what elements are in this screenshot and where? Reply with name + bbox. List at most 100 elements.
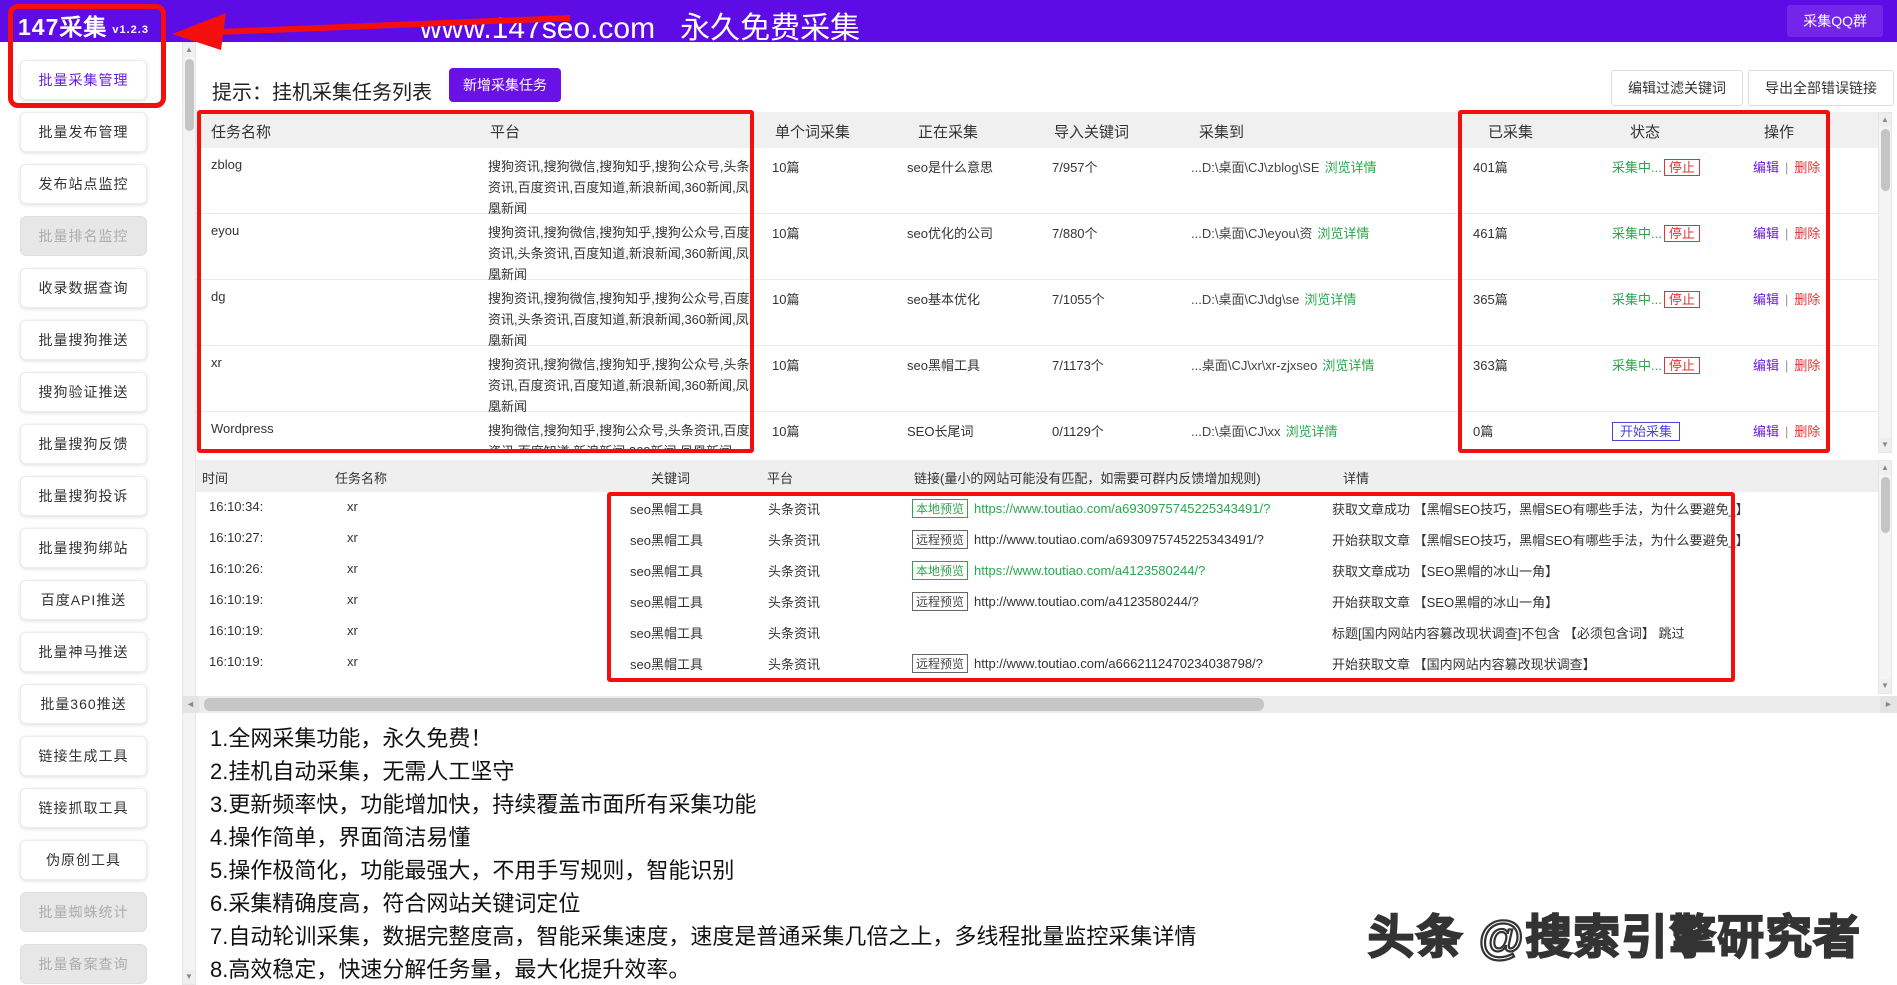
task-table-scrollbar[interactable]: ▲ ▼ xyxy=(1878,112,1892,453)
sidebar-item-sogou-push[interactable]: 批量搜狗推送 xyxy=(20,320,147,360)
edit-link[interactable]: 编辑 xyxy=(1753,292,1780,307)
log-scrollbar-thumb[interactable] xyxy=(1881,477,1890,533)
task-actions-cell: 编辑 | 删除 xyxy=(1753,289,1820,308)
article-link[interactable]: http://www.toutiao.com/a6662112470234038… xyxy=(974,656,1263,671)
start-collect-button[interactable]: 开始采集 xyxy=(1612,422,1681,441)
task-perword-cell: 10篇 xyxy=(772,160,800,175)
log-platform: 头条资讯 xyxy=(768,533,821,548)
delete-link[interactable]: 删除 xyxy=(1794,226,1821,241)
stop-button[interactable]: 停止 xyxy=(1663,291,1700,308)
stop-button[interactable]: 停止 xyxy=(1663,225,1700,242)
log-detail: 开始获取文章 【国内网站内容篡改现状调查】 xyxy=(1332,657,1596,672)
edit-link[interactable]: 编辑 xyxy=(1753,358,1780,373)
new-task-button[interactable]: 新增采集任务 xyxy=(449,68,561,102)
sidebar-item-batch-collect[interactable]: 批量采集管理 xyxy=(20,60,147,100)
edit-link[interactable]: 编辑 xyxy=(1753,424,1780,439)
task-keywords-cell: 0/1129个 xyxy=(1052,424,1104,439)
local-preview-badge[interactable]: 本地预览 xyxy=(912,561,969,580)
view-detail-link[interactable]: 浏览详情 xyxy=(1304,292,1357,307)
view-detail-link[interactable]: 浏览详情 xyxy=(1322,358,1375,373)
edit-link[interactable]: 编辑 xyxy=(1753,226,1780,241)
log-keyword: seo黑帽工具 xyxy=(630,595,703,610)
delete-link[interactable]: 删除 xyxy=(1794,424,1821,439)
sidebar: 批量采集管理 批量发布管理 发布站点监控 批量排名监控 收录数据查询 批量搜狗推… xyxy=(0,42,181,985)
article-link[interactable]: http://www.toutiao.com/a6930975745225343… xyxy=(974,532,1264,547)
scroll-down-icon[interactable]: ▼ xyxy=(183,970,195,984)
article-link[interactable]: http://www.toutiao.com/a4123580244/? xyxy=(974,594,1199,609)
task-keywords-cell: 7/1055个 xyxy=(1052,292,1105,307)
status-running-text: 采集中... xyxy=(1612,358,1662,373)
view-detail-link[interactable]: 浏览详情 xyxy=(1324,160,1377,175)
article-link[interactable]: https://www.toutiao.com/a4123580244/? xyxy=(974,563,1206,578)
article-link[interactable]: https://www.toutiao.com/a693097574522534… xyxy=(974,501,1271,516)
sidebar-item-batch-publish[interactable]: 批量发布管理 xyxy=(20,112,147,152)
task-platform-cell: 搜狗微信,搜狗知乎,搜狗公众号,头条资讯,百度资讯,百度知道,新浪新闻,360新… xyxy=(488,423,750,453)
scroll-up-icon[interactable]: ▲ xyxy=(1879,113,1891,127)
log-task: xr xyxy=(347,654,358,669)
sidebar-item-sogou-bind[interactable]: 批量搜狗绑站 xyxy=(20,528,147,568)
sidebar-item-site-monitor[interactable]: 发布站点监控 xyxy=(20,164,147,204)
sidebar-item-sogou-feedback[interactable]: 批量搜狗反馈 xyxy=(20,424,147,464)
page-scrollbar-thumb[interactable] xyxy=(185,59,194,131)
log-time: 16:10:26: xyxy=(209,561,264,576)
log-detail: 开始获取文章 【黑帽SEO技巧，黑帽SEO有哪些手法，为什么要避免_】 xyxy=(1332,533,1749,548)
action-separator: | xyxy=(1785,358,1789,373)
stop-button[interactable]: 停止 xyxy=(1663,159,1700,176)
scroll-up-icon[interactable]: ▲ xyxy=(1879,461,1891,475)
task-name-cell: xr xyxy=(211,355,222,370)
toutiao-watermark: 头条 @搜索引擎研究者 xyxy=(1367,910,1862,964)
task-perword-cell: 10篇 xyxy=(772,358,800,373)
export-error-links-button[interactable]: 导出全部错误链接 xyxy=(1748,70,1894,106)
col-per-word: 单个词采集 xyxy=(775,124,851,141)
col-import-keywords: 导入关键词 xyxy=(1054,124,1130,141)
horizontal-scrollbar-thumb[interactable] xyxy=(204,698,1264,711)
scroll-up-icon[interactable]: ▲ xyxy=(183,43,195,57)
task-actions-cell: 编辑 | 删除 xyxy=(1753,355,1820,374)
sidebar-item-sogou-complaint[interactable]: 批量搜狗投诉 xyxy=(20,476,147,516)
delete-link[interactable]: 删除 xyxy=(1794,160,1821,175)
scroll-down-icon[interactable]: ▼ xyxy=(1879,438,1891,452)
scroll-right-icon[interactable]: ► xyxy=(1880,696,1897,713)
delete-link[interactable]: 删除 xyxy=(1794,358,1821,373)
view-detail-link[interactable]: 浏览详情 xyxy=(1317,226,1370,241)
log-table-scrollbar[interactable]: ▲ ▼ xyxy=(1878,460,1892,694)
log-detail: 标题[国内网站内容篡改现状调查]不包含 【必须包含词】 跳过 xyxy=(1332,626,1685,641)
log-link-cell: 远程预览 http://www.toutiao.com/a693097574522… xyxy=(912,530,1264,549)
sidebar-item-pseudo-original[interactable]: 伪原创工具 xyxy=(20,840,147,880)
task-list-prompt: 提示：挂机采集任务列表 xyxy=(212,82,432,104)
log-keyword: seo黑帽工具 xyxy=(630,502,703,517)
task-row: xr 搜狗资讯,搜狗微信,搜狗知乎,搜狗公众号,头条资讯,百度资讯,百度知道,新… xyxy=(196,346,1878,414)
feature-item: 2.挂机自动采集，无需人工坚守 xyxy=(210,759,515,784)
sidebar-item-link-generate[interactable]: 链接生成工具 xyxy=(20,736,147,776)
scroll-down-icon[interactable]: ▼ xyxy=(1879,679,1891,693)
remote-preview-badge[interactable]: 远程预览 xyxy=(912,654,969,673)
sidebar-item-sogou-verify[interactable]: 搜狗验证推送 xyxy=(20,372,147,412)
task-platform-cell: 搜狗资讯,搜狗微信,搜狗知乎,搜狗公众号,百度资讯,头条资讯,百度知道,新浪新闻… xyxy=(488,225,750,282)
sidebar-item-baidu-api[interactable]: 百度API推送 xyxy=(20,580,147,620)
task-collecting-cell: seo黑帽工具 xyxy=(907,358,980,373)
view-detail-link[interactable]: 浏览详情 xyxy=(1285,424,1338,439)
sidebar-item-index-query[interactable]: 收录数据查询 xyxy=(20,268,147,308)
log-link-cell: 远程预览 http://www.toutiao.com/a4123580244/? xyxy=(912,592,1199,611)
task-collected-cell: 0篇 xyxy=(1473,424,1494,439)
feature-list: 1.全网采集功能，永久免费！ 2.挂机自动采集，无需人工坚守 3.更新频率快，功… xyxy=(210,722,1196,985)
sidebar-item-360-push[interactable]: 批量360推送 xyxy=(20,684,147,724)
feature-item: 6.采集精确度高，符合网站关键词定位 xyxy=(210,891,581,916)
task-scrollbar-thumb[interactable] xyxy=(1881,129,1890,191)
qq-group-button[interactable]: 采集QQ群 xyxy=(1787,5,1883,37)
page-scrollbar[interactable]: ▲ ▼ xyxy=(182,42,196,985)
log-row: 16:10:27: xr seo黑帽工具 头条资讯 远程预览 http://www… xyxy=(196,523,1878,554)
task-status-cell: 采集中... 停止 xyxy=(1612,289,1700,308)
action-separator: | xyxy=(1785,226,1789,241)
delete-link[interactable]: 删除 xyxy=(1794,292,1821,307)
edit-filter-keywords-button[interactable]: 编辑过滤关键词 xyxy=(1611,70,1743,106)
scroll-left-icon[interactable]: ◄ xyxy=(182,696,199,713)
remote-preview-badge[interactable]: 远程预览 xyxy=(912,592,969,611)
stop-button[interactable]: 停止 xyxy=(1663,357,1700,374)
edit-link[interactable]: 编辑 xyxy=(1753,160,1780,175)
sidebar-item-link-grab[interactable]: 链接抓取工具 xyxy=(20,788,147,828)
horizontal-scrollbar[interactable]: ◄ ► xyxy=(182,696,1897,713)
local-preview-badge[interactable]: 本地预览 xyxy=(912,499,969,518)
remote-preview-badge[interactable]: 远程预览 xyxy=(912,530,969,549)
sidebar-item-shenma-push[interactable]: 批量神马推送 xyxy=(20,632,147,672)
